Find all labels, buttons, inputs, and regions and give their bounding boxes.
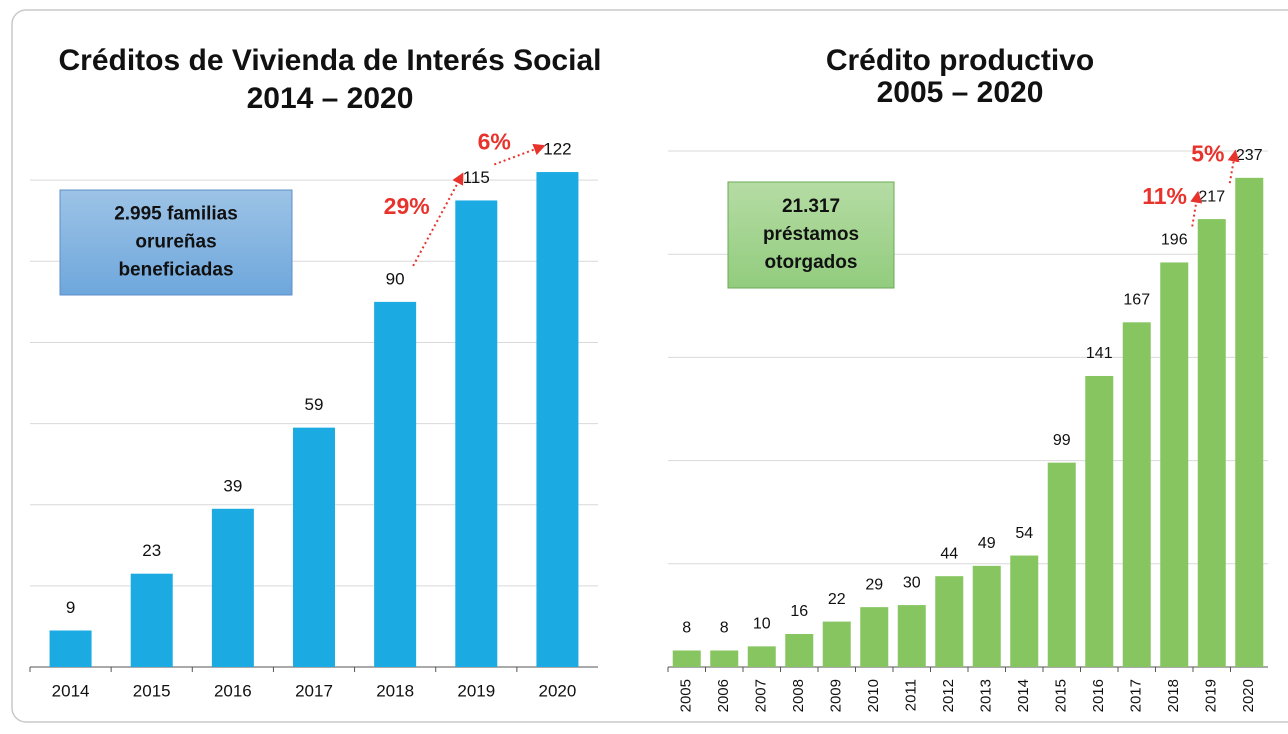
- bar: [1122, 322, 1151, 667]
- bar: [536, 172, 579, 667]
- x-tick-label: 2019: [457, 681, 495, 700]
- chart-title: 2005 – 2020: [877, 76, 1044, 109]
- data-label: 8: [682, 620, 691, 637]
- bar: [1235, 177, 1264, 667]
- bar: [672, 650, 701, 667]
- info-text: beneficiadas: [118, 260, 233, 281]
- x-tick-label: 2005: [678, 679, 695, 712]
- x-tick-label: 2014: [52, 681, 90, 700]
- data-label: 196: [1161, 232, 1188, 249]
- info-text: préstamos: [763, 224, 859, 245]
- bar: [897, 605, 926, 667]
- growth-label: 5%: [1191, 141, 1224, 167]
- bar: [747, 646, 776, 667]
- bar: [1197, 219, 1226, 667]
- info-text: orureñas: [135, 232, 216, 253]
- x-tick-label: 2018: [1165, 679, 1182, 712]
- x-tick-label: 2015: [133, 681, 171, 700]
- x-tick-label: 2013: [978, 679, 995, 712]
- data-label: 99: [1053, 432, 1071, 449]
- data-label: 217: [1198, 188, 1225, 205]
- growth-label: 11%: [1142, 183, 1187, 209]
- data-label: 23: [142, 541, 161, 560]
- chart-title: Créditos de Vivienda de Interés Social: [59, 44, 602, 77]
- x-tick-label: 2017: [295, 681, 333, 700]
- bar: [860, 607, 889, 667]
- growth-label: 6%: [478, 128, 511, 154]
- x-tick-label: 2020: [1240, 679, 1257, 712]
- bar: [1047, 462, 1076, 667]
- x-tick-label: 2009: [828, 679, 845, 712]
- bar: [211, 508, 254, 667]
- data-label: 16: [790, 603, 808, 620]
- data-label: 54: [1015, 525, 1033, 542]
- data-label: 22: [828, 591, 846, 608]
- x-tick-label: 2006: [715, 679, 732, 712]
- bar: [972, 565, 1001, 667]
- bar: [1085, 375, 1114, 667]
- x-tick-label: 2016: [1090, 679, 1107, 712]
- data-label: 49: [978, 535, 996, 552]
- x-tick-label: 2012: [940, 679, 957, 712]
- bar: [293, 427, 335, 667]
- growth-label: 29%: [384, 193, 430, 219]
- bar: [710, 650, 739, 667]
- bar: [1160, 262, 1189, 667]
- bar: [49, 630, 92, 667]
- data-label: 90: [386, 269, 405, 288]
- info-box: [727, 181, 895, 289]
- info-text: otorgados: [765, 252, 858, 273]
- growth-arrow: [493, 143, 546, 166]
- info-text: 21.317: [782, 196, 840, 217]
- x-tick-label: 2018: [376, 681, 414, 700]
- bar: [1010, 555, 1039, 667]
- data-label: 30: [903, 574, 921, 591]
- x-tick-label: 2007: [753, 679, 770, 712]
- data-label: 10: [753, 616, 771, 633]
- growth-arrow: [412, 172, 464, 267]
- chart-title: 2014 – 2020: [247, 82, 414, 115]
- x-tick-label: 2010: [865, 679, 882, 712]
- data-label: 8: [720, 620, 729, 637]
- data-label: 29: [865, 576, 883, 593]
- data-label: 59: [305, 395, 324, 414]
- bar: [822, 621, 851, 667]
- data-label: 115: [463, 168, 490, 187]
- info-box: [59, 189, 293, 296]
- data-label: 44: [940, 545, 958, 562]
- x-tick-label: 2020: [539, 681, 577, 700]
- x-tick-label: 2011: [903, 679, 920, 711]
- bar: [374, 301, 417, 667]
- data-label: 237: [1236, 147, 1263, 164]
- data-label: 122: [543, 140, 571, 159]
- data-label: 39: [223, 476, 242, 495]
- growth-arrow: [1190, 190, 1203, 227]
- x-tick-label: 2015: [1053, 679, 1070, 712]
- x-tick-label: 2019: [1203, 679, 1220, 712]
- bar: [455, 200, 498, 667]
- data-label: 9: [66, 598, 75, 617]
- data-label: 167: [1123, 292, 1150, 309]
- growth-arrow: [1227, 149, 1240, 184]
- x-tick-label: 2014: [1015, 679, 1032, 712]
- x-tick-label: 2016: [214, 681, 252, 700]
- data-label: 141: [1086, 345, 1113, 362]
- bar: [785, 633, 814, 667]
- bar: [130, 573, 173, 667]
- chart-title: Crédito productivo: [826, 44, 1094, 77]
- bar: [935, 576, 964, 667]
- x-tick-label: 2008: [790, 679, 807, 712]
- info-text: 2.995 familias: [114, 204, 238, 225]
- x-tick-label: 2017: [1128, 679, 1145, 712]
